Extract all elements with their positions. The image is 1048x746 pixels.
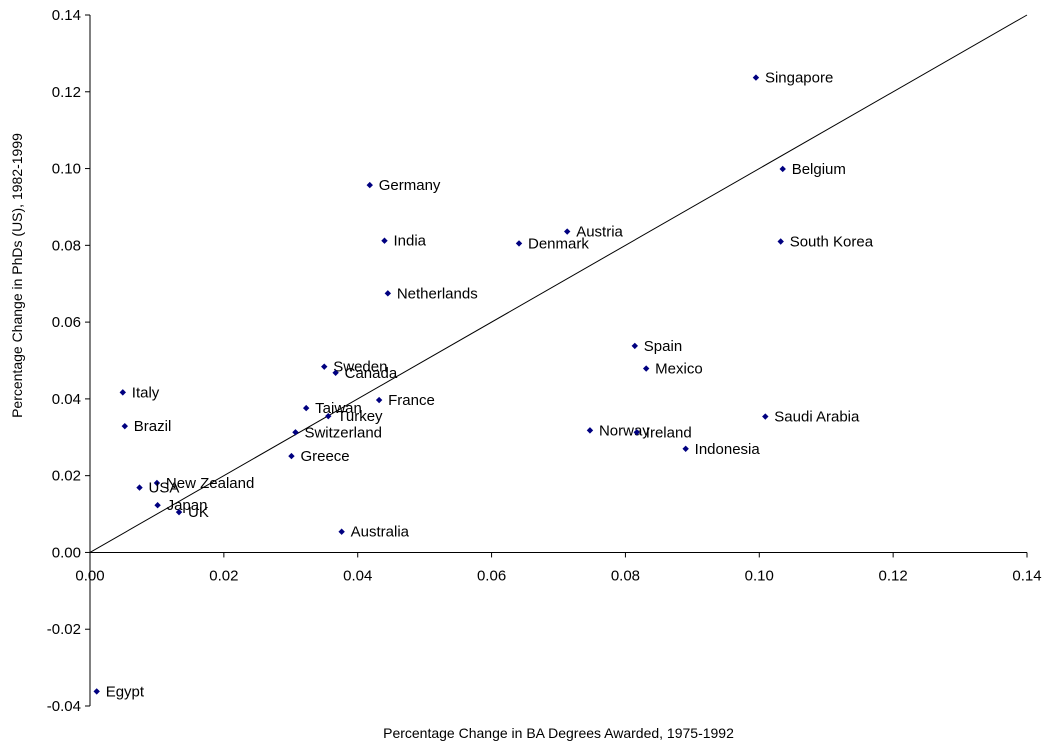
y-axis-title: Percentage Change in PhDs (US), 1982-199…	[9, 133, 25, 418]
x-tick-label: 0.02	[209, 567, 238, 584]
point-label: Germany	[379, 177, 441, 194]
data-point	[288, 452, 295, 460]
point-label: New Zealand	[166, 475, 254, 492]
x-axis-title: Percentage Change in BA Degrees Awarded,…	[383, 725, 734, 741]
point-label: Indonesia	[695, 441, 761, 458]
data-point	[586, 427, 594, 434]
data-point	[381, 237, 388, 244]
point-label: Spain	[644, 338, 682, 355]
data-point	[384, 290, 392, 297]
data-point	[332, 369, 339, 376]
data-point	[338, 528, 345, 535]
x-tick-label: 0.08	[611, 567, 640, 584]
data-point	[682, 445, 689, 452]
data-point	[752, 74, 760, 81]
y-tick-label: 0.02	[52, 468, 81, 485]
data-point	[302, 404, 310, 412]
point-label: Switzerland	[304, 424, 382, 441]
point-label: India	[393, 233, 426, 250]
y-tick-label: 0.14	[52, 7, 81, 24]
y-tick-label: 0.04	[52, 391, 81, 408]
point-label: France	[388, 392, 435, 409]
y-tick-label: 0.10	[52, 161, 81, 178]
data-point	[642, 365, 650, 372]
data-point	[366, 181, 373, 189]
data-point	[119, 389, 126, 396]
point-label: USA	[149, 480, 180, 497]
data-point	[321, 363, 328, 370]
x-tick-label: 0.14	[1012, 567, 1041, 584]
data-point	[93, 688, 100, 695]
data-point	[121, 422, 129, 430]
data-point	[153, 479, 161, 487]
data-point	[633, 429, 641, 436]
point-label: Taiwan	[315, 400, 362, 417]
y-tick-label: -0.04	[47, 698, 81, 715]
y-tick-label: -0.02	[47, 621, 81, 638]
point-label: South Korea	[790, 233, 874, 250]
point-label: Belgium	[792, 161, 846, 178]
point-label: Australia	[351, 524, 410, 541]
point-label: Ireland	[646, 424, 692, 441]
data-point	[762, 413, 769, 420]
point-label: Sweden	[333, 359, 387, 376]
point-label: Turkey	[337, 408, 383, 425]
x-tick-label: 0.00	[75, 567, 104, 584]
data-point	[375, 396, 383, 404]
data-point	[136, 484, 143, 491]
point-label: Denmark	[528, 235, 589, 252]
point-label: Mexico	[655, 361, 703, 378]
point-label: Austria	[576, 224, 623, 241]
data-point	[325, 412, 332, 420]
y-tick-label: 0.12	[52, 84, 81, 101]
x-tick-label: 0.12	[879, 567, 908, 584]
point-label: UK	[188, 504, 209, 521]
point-label: Italy	[132, 384, 160, 401]
y-tick-label: 0.00	[52, 544, 81, 561]
data-point	[175, 508, 183, 516]
point-label: Netherlands	[397, 285, 478, 302]
point-label: Greece	[300, 448, 349, 465]
point-label: Canada	[345, 365, 398, 382]
data-point	[154, 502, 161, 509]
data-point	[292, 429, 299, 436]
data-point	[564, 228, 571, 235]
x-tick-label: 0.04	[343, 567, 372, 584]
data-point	[515, 240, 523, 247]
point-label: Japan	[167, 497, 208, 514]
point-label: Singapore	[765, 70, 833, 87]
point-label: Saudi Arabia	[774, 409, 860, 426]
data-point	[777, 238, 784, 245]
plot-area: -0.04 -0.02 0.00 0.02 0.04 0.06 0.08 0.10 0.12 0.…	[47, 7, 1042, 715]
point-label: Norway	[599, 422, 650, 439]
x-tick-label: 0.10	[745, 567, 774, 584]
y-tick-label: 0.08	[52, 237, 81, 254]
data-point	[631, 342, 638, 350]
y-tick-label: 0.06	[52, 314, 81, 331]
data-point	[779, 165, 786, 173]
point-label: Brazil	[134, 418, 172, 435]
reference-line	[89, 14, 1028, 553]
point-label: Egypt	[106, 683, 145, 700]
x-tick-label: 0.06	[477, 567, 506, 584]
